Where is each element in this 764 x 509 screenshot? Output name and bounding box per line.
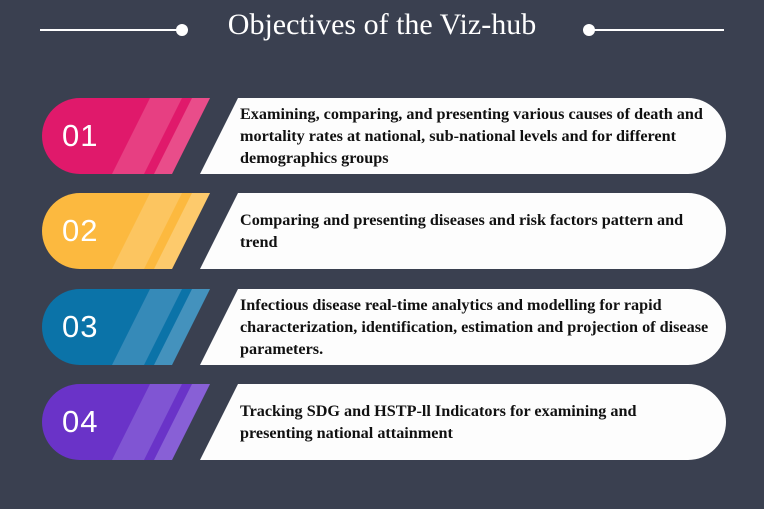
objective-item-4: 04 Tracking SDG and HSTP-ll Indicators f… [42,384,726,460]
objective-number-3: 03 [62,309,99,344]
page-title: Objectives of the Viz-hub [227,8,537,41]
objective-text-4: Tracking SDG and HSTP-ll Indicators for … [240,402,637,442]
objective-shape-4 [42,384,726,460]
objective-text-1: Examining, comparing, and presenting var… [240,105,703,167]
title-rule-right [590,29,724,31]
objective-item-1: 01 Examining, comparing, and presenting … [42,98,726,174]
objective-number-1: 01 [62,118,99,153]
objective-item-3: 03 Infectious disease real-time analytic… [42,289,726,365]
title-dot-left [176,24,188,36]
objective-number-4: 04 [62,404,99,439]
title-dot-right [583,24,595,36]
objective-shape-3 [42,289,726,365]
objective-number-2: 02 [62,213,99,248]
title-rule-left [40,29,180,31]
objective-shape-1 [42,98,726,174]
objective-text-3: Infectious disease real-time analytics a… [240,296,709,358]
objective-text-2: Comparing and presenting diseases and ri… [240,211,684,251]
objective-item-2: 02 Comparing and presenting diseases and… [42,193,726,269]
objective-shape-2 [42,193,726,269]
